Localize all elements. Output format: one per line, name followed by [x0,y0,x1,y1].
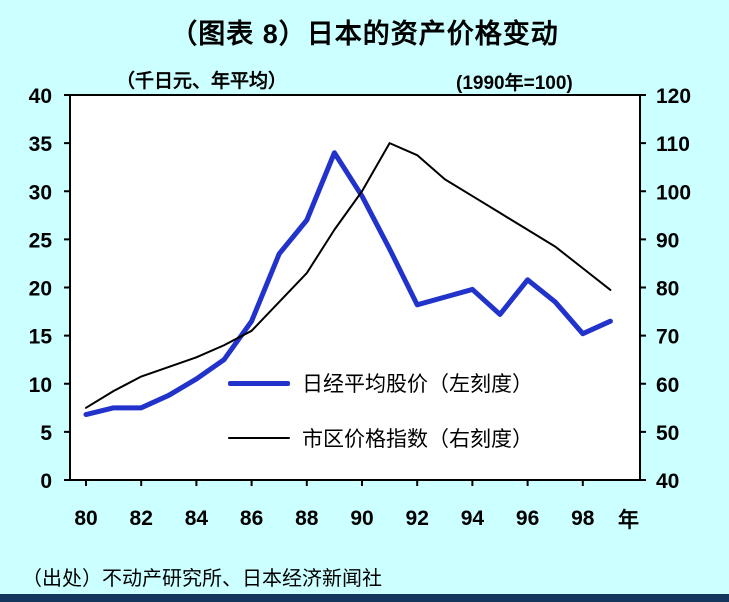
right-axis-tick-label: 120 [656,85,691,108]
land-index-legend-label: 市区价格指数（右刻度） [302,428,533,451]
left-axis-tick-label: 25 [29,229,53,252]
x-axis-tick-label: 88 [295,507,319,530]
chart-legend: 日经平均股价（左刻度） 市区价格指数（右刻度） [228,370,533,480]
left-axis-tick-label: 35 [29,133,53,156]
legend-row-nikkei: 日经平均股价（左刻度） [228,370,533,396]
x-axis-tick-label: 86 [240,507,263,530]
left-axis-tick-label: 30 [29,181,52,204]
right-axis-tick-label: 80 [656,278,679,301]
x-axis-tick-label: 96 [516,507,539,530]
x-axis-tick-label: 94 [461,507,485,530]
x-axis-tick-label: 84 [185,507,209,530]
x-axis-tick-label: 90 [350,507,373,530]
x-axis-tick-label: 92 [406,507,429,530]
left-axis-note: （千日元、年平均） [116,71,288,92]
right-axis-tick-label: 110 [656,133,690,156]
land-index-line-sample [228,437,290,439]
right-axis-note: (1990年=100) [456,73,573,94]
left-axis-tick-label: 20 [29,278,52,301]
land-index-series-line [85,142,612,409]
legend-row-land-index: 市区价格指数（右刻度） [228,425,533,451]
nikkei-legend-label: 日经平均股价（左刻度） [302,373,533,396]
right-axis-tick-label: 100 [656,181,691,204]
x-axis-tick-label: 82 [130,507,153,530]
nikkei-line-sample [228,380,290,386]
right-axis-tick-label: 60 [656,374,679,397]
chart-title: （图表 8）日本的资产价格变动 [170,19,559,49]
left-axis-tick-label: 5 [40,422,52,445]
right-axis-tick-label: 40 [656,470,679,493]
right-axis-tick-label: 50 [656,422,679,445]
left-axis-tick-label: 10 [29,374,52,397]
nikkei-series-line [83,150,613,418]
x-axis-tick-label: 80 [74,507,97,530]
source-note: （出处）不动产研究所、日本经济新闻社 [22,568,382,590]
left-axis-tick-label: 15 [29,326,53,349]
bottom-divider-bar [0,594,729,602]
plot-frame [69,94,641,481]
x-axis-unit-label: 年 [618,509,639,532]
left-axis-tick-label: 0 [40,470,52,493]
left-axis-tick-label: 40 [29,85,52,108]
right-axis-tick-label: 70 [656,326,679,349]
x-axis-tick-label: 98 [571,507,595,530]
right-axis-tick-label: 90 [656,229,679,252]
